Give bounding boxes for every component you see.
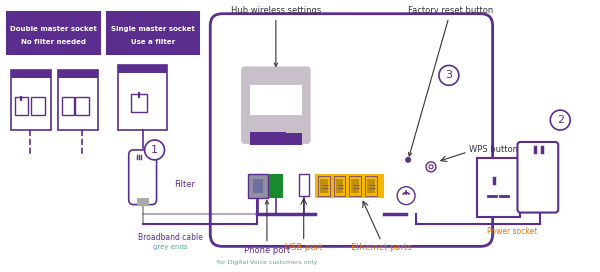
Circle shape — [429, 165, 433, 169]
FancyBboxPatch shape — [210, 14, 493, 246]
Circle shape — [397, 187, 415, 205]
Text: for Digital Voice customers only: for Digital Voice customers only — [217, 260, 317, 265]
FancyBboxPatch shape — [352, 179, 359, 193]
FancyBboxPatch shape — [106, 11, 200, 55]
Text: 3: 3 — [445, 70, 452, 80]
Text: Power socket: Power socket — [487, 227, 537, 236]
FancyBboxPatch shape — [118, 65, 167, 130]
FancyBboxPatch shape — [16, 97, 28, 115]
FancyBboxPatch shape — [349, 176, 361, 196]
Text: WPS button: WPS button — [469, 146, 518, 154]
FancyBboxPatch shape — [131, 94, 146, 112]
FancyBboxPatch shape — [7, 11, 101, 55]
FancyBboxPatch shape — [299, 174, 308, 196]
FancyBboxPatch shape — [317, 176, 329, 196]
FancyBboxPatch shape — [31, 97, 45, 115]
Text: Double master socket: Double master socket — [10, 26, 97, 32]
FancyBboxPatch shape — [365, 176, 377, 196]
Text: 1: 1 — [151, 145, 158, 155]
FancyBboxPatch shape — [367, 179, 375, 193]
FancyBboxPatch shape — [118, 65, 167, 73]
Text: Broadband cable: Broadband cable — [138, 233, 203, 242]
FancyBboxPatch shape — [11, 70, 51, 130]
FancyBboxPatch shape — [477, 158, 520, 217]
FancyBboxPatch shape — [11, 70, 51, 78]
FancyBboxPatch shape — [334, 176, 346, 196]
Text: Phone port: Phone port — [244, 201, 290, 255]
Text: 2: 2 — [557, 115, 564, 125]
FancyBboxPatch shape — [320, 179, 328, 193]
FancyBboxPatch shape — [58, 70, 98, 78]
Text: Factory reset button: Factory reset button — [408, 6, 493, 156]
Circle shape — [145, 140, 164, 160]
FancyBboxPatch shape — [62, 97, 74, 115]
Text: USB port: USB port — [285, 243, 322, 252]
Text: Ethernet ports: Ethernet ports — [351, 243, 412, 252]
Circle shape — [550, 110, 570, 130]
FancyBboxPatch shape — [314, 174, 384, 198]
Text: grey ends: grey ends — [153, 244, 188, 250]
Circle shape — [405, 157, 411, 163]
FancyBboxPatch shape — [137, 198, 149, 206]
FancyBboxPatch shape — [250, 133, 302, 145]
FancyBboxPatch shape — [253, 179, 263, 193]
FancyBboxPatch shape — [250, 132, 286, 140]
FancyBboxPatch shape — [250, 85, 302, 115]
FancyBboxPatch shape — [269, 174, 283, 198]
FancyBboxPatch shape — [248, 174, 268, 198]
FancyBboxPatch shape — [75, 97, 89, 115]
Text: No filter needed: No filter needed — [20, 39, 86, 45]
FancyBboxPatch shape — [129, 150, 157, 205]
Text: Hub wireless settings: Hub wireless settings — [231, 6, 321, 66]
FancyBboxPatch shape — [335, 179, 343, 193]
Text: Single master socket: Single master socket — [110, 26, 194, 32]
Circle shape — [426, 162, 436, 172]
Text: Filter: Filter — [175, 180, 196, 189]
FancyBboxPatch shape — [517, 142, 558, 212]
FancyBboxPatch shape — [58, 70, 98, 130]
Text: Use a filter: Use a filter — [131, 39, 175, 45]
Circle shape — [439, 65, 459, 85]
FancyBboxPatch shape — [241, 66, 311, 144]
